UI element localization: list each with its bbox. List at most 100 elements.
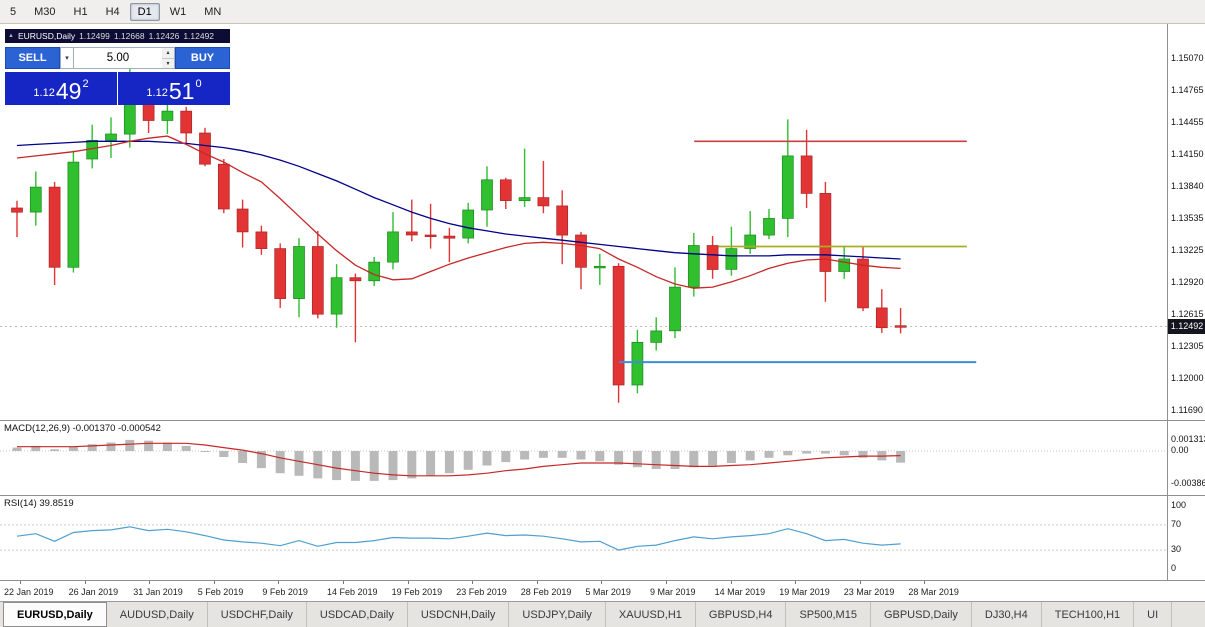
- time-axis-label: 23 Feb 2019: [456, 587, 507, 597]
- candle: [48, 181, 61, 285]
- price-axis-label: 1.12000: [1171, 373, 1204, 383]
- time-axis-tick: [84, 581, 86, 584]
- time-axis-label: 14 Mar 2019: [714, 587, 766, 597]
- chart-tab-sp500-m15[interactable]: SP500,M15: [786, 602, 871, 627]
- chart-tab-gbpusd-h4[interactable]: GBPUSD,H4: [696, 602, 787, 627]
- candle: [556, 190, 569, 265]
- rsi-canvas[interactable]: [0, 496, 1167, 581]
- sell-button[interactable]: SELL: [5, 47, 60, 69]
- rsi-axis-label: 70: [1171, 518, 1182, 529]
- candle: [481, 166, 493, 227]
- candle: [199, 127, 211, 167]
- time-axis-label: 5 Mar 2019: [585, 587, 631, 597]
- rsi-axis-label: 100: [1171, 500, 1187, 510]
- chart-tab-xauusd-h1[interactable]: XAUUSD,H1: [606, 602, 696, 627]
- price-axis-label: 1.11690: [1171, 405, 1203, 415]
- time-axis-tick: [407, 581, 409, 584]
- volume-decrease-button[interactable]: ▾: [162, 58, 174, 68]
- candle: [405, 199, 418, 242]
- chart-tab-eurusd-daily[interactable]: EURUSD,Daily: [3, 602, 107, 627]
- candle: [800, 129, 813, 208]
- current-price-badge: 1.12492: [1168, 318, 1205, 334]
- candle: [387, 212, 399, 270]
- time-axis-label: 9 Mar 2019: [650, 587, 696, 597]
- candle: [274, 243, 287, 308]
- volume-increase-button[interactable]: ▴: [162, 48, 174, 59]
- price-axis-label: 1.13840: [1171, 181, 1204, 191]
- sell-price-prefix: 1.12: [33, 87, 55, 99]
- chart-tabs-bar: EURUSD,Daily AUDUSD,Daily USDCHF,Daily USDC…: [0, 601, 1205, 627]
- timeframe-button-w1[interactable]: W1: [169, 5, 187, 18]
- chart-tab-gbpusd-daily[interactable]: GBPUSD,Daily: [871, 602, 972, 627]
- candle: [462, 202, 475, 244]
- volume-stepper: ▴ ▾: [162, 47, 175, 69]
- timeframe-button-h1[interactable]: H1: [73, 5, 88, 18]
- candle: [518, 148, 531, 207]
- time-axis-tick: [666, 581, 667, 584]
- candle: [180, 106, 193, 145]
- timeframe-button-5[interactable]: 5: [10, 5, 17, 18]
- price-axis-label: 1.12920: [1171, 277, 1204, 287]
- price-chart-canvas[interactable]: [0, 24, 1167, 420]
- macd-canvas[interactable]: [0, 421, 1167, 496]
- chart-info-bar: ▲ EURUSD,Daily 1.12499 1.12668 1.12426 1…: [5, 29, 230, 43]
- time-axis-label: 31 Jan 2019: [133, 587, 183, 597]
- candle: [575, 231, 587, 290]
- chart-tab-tech100-h1[interactable]: TECH100,H1: [1042, 602, 1135, 627]
- chart-tab-usdcad-daily[interactable]: USDCAD,Daily: [307, 602, 408, 627]
- timeframe-button-d1[interactable]: D1: [129, 2, 160, 21]
- sell-price-big-digits: 49: [55, 78, 82, 104]
- timeframe-button-mn[interactable]: MN: [204, 5, 222, 18]
- buy-button[interactable]: BUY: [175, 47, 230, 69]
- time-axis-tick: [601, 581, 603, 584]
- candle: [217, 159, 230, 214]
- candle: [255, 225, 268, 255]
- volume-input[interactable]: 5.00: [74, 47, 162, 69]
- chart-tab-dj30-h4[interactable]: DJ30,H4: [972, 602, 1042, 627]
- macd-axis-label: -0.00386: [1171, 478, 1205, 488]
- chart-tab-usdjpy-daily[interactable]: USDJPY,Daily: [509, 602, 606, 627]
- macd-panel: [0, 420, 1205, 495]
- fast-ma-line: [16, 135, 901, 289]
- chart-tab-usdcnh-daily[interactable]: USDCNH,Daily: [408, 602, 510, 627]
- rsi-axis-label: 0: [1171, 563, 1177, 573]
- candle: [593, 253, 606, 285]
- time-axis-label: 19 Mar 2019: [779, 587, 830, 597]
- macd-indicator-label: MACD(12,26,9) -0.001370 -0.000542: [4, 423, 161, 434]
- candle: [293, 238, 305, 318]
- slow-ma-line: [16, 140, 901, 260]
- candle: [781, 119, 794, 238]
- candle: [819, 181, 832, 302]
- price-axis-label: 1.13225: [1171, 245, 1204, 255]
- chart-tab-ui[interactable]: UI: [1134, 602, 1173, 627]
- time-axis[interactable]: 22 Jan 2019 26 Jan 2019 31 Jan 2019 5 Feb 2…: [0, 580, 1205, 601]
- candle: [499, 177, 512, 209]
- timeframe-button-m30[interactable]: M30: [34, 5, 56, 18]
- volume-dropdown-button[interactable]: ▾: [60, 47, 74, 69]
- timeframe-buttons: 5 M30 H1 H4 D1 W1 MN: [0, 0, 231, 23]
- price-axis[interactable]: 1.12492 1.15070 1.14765 1.14455 1.14150 1.13…: [1167, 24, 1205, 580]
- chart-tab-usdchf-daily[interactable]: USDCHF,Daily: [208, 602, 307, 627]
- collapse-panel-arrow-icon[interactable]: ▲: [8, 33, 14, 39]
- time-axis-tick: [536, 581, 538, 584]
- timeframe-button-h4[interactable]: H4: [105, 5, 120, 18]
- time-axis-tick: [859, 581, 861, 584]
- candle: [894, 308, 907, 334]
- time-axis-tick: [795, 581, 797, 584]
- buy-price-display[interactable]: 1.12 51 0: [118, 72, 230, 105]
- candle: [687, 233, 700, 297]
- time-axis-tick: [20, 581, 21, 584]
- candle: [11, 200, 23, 238]
- candle: [725, 226, 738, 276]
- sell-price-display[interactable]: 1.12 49 2: [5, 72, 117, 105]
- price-axis-label: 1.15070: [1171, 53, 1204, 63]
- time-axis-label: 23 Mar 2019: [843, 587, 895, 597]
- candle: [669, 267, 681, 339]
- candle: [236, 199, 249, 248]
- time-axis-label: 5 Feb 2019: [197, 587, 244, 597]
- price-axis-label: 1.14765: [1171, 85, 1204, 95]
- chart-tab-audusd-daily[interactable]: AUDUSD,Daily: [107, 602, 208, 627]
- candle: [650, 317, 663, 351]
- candle: [612, 263, 625, 403]
